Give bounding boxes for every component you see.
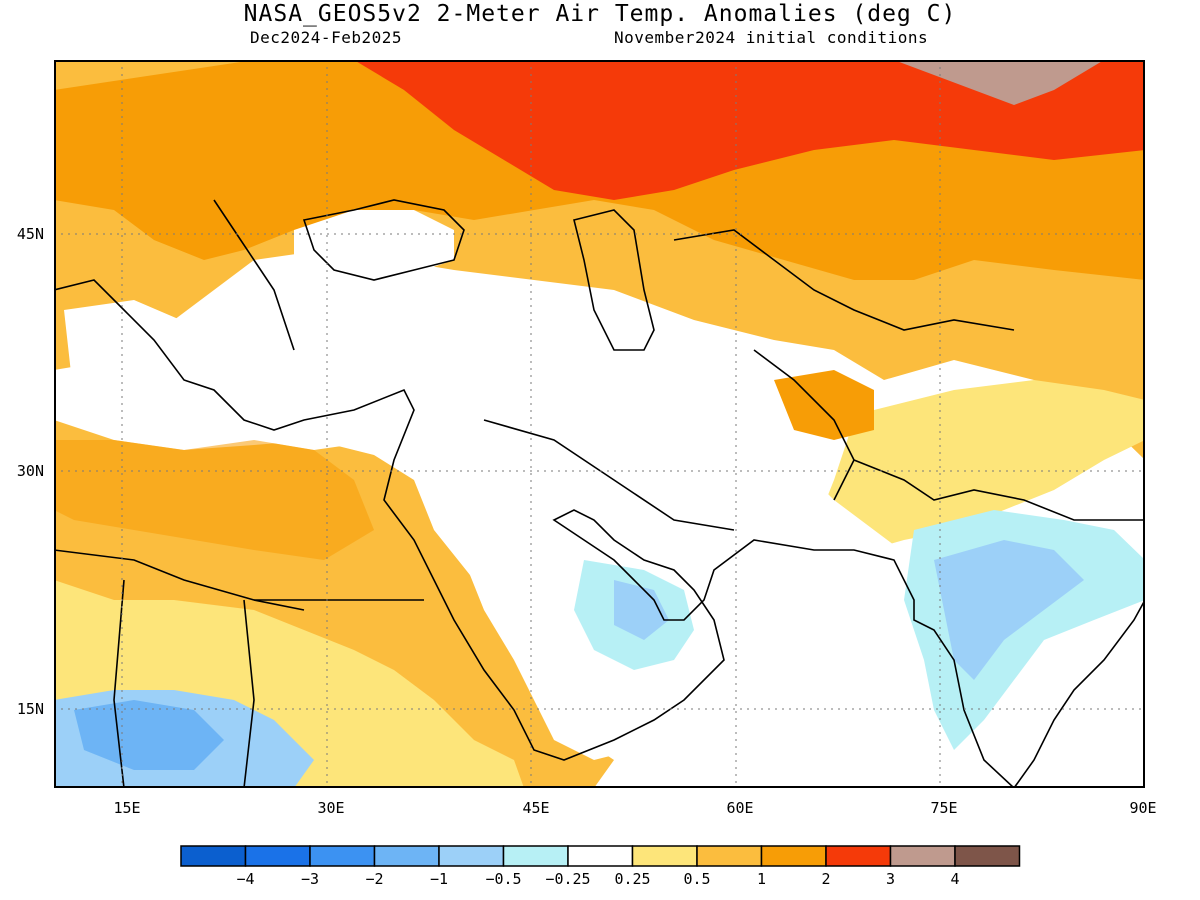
colorbar-tick-label: −0.5 xyxy=(485,870,522,888)
colorbar-swatch xyxy=(309,845,376,867)
colorbar-tick-label: −1 xyxy=(429,870,449,888)
lon-label-90e: 90E xyxy=(1129,799,1157,817)
colorbar-swatch xyxy=(825,845,892,867)
anomaly-field-2-3 xyxy=(354,60,1145,200)
lat-label-30n: 30N xyxy=(16,462,44,480)
colorbar-swatch xyxy=(502,845,569,867)
coastlines xyxy=(54,199,1145,788)
map-frame xyxy=(54,60,1145,788)
initial-conditions: November2024 initial conditions xyxy=(614,28,929,47)
anomaly-field-3-4 xyxy=(894,60,1104,105)
anomaly-field-neutral-blacksea xyxy=(294,205,454,290)
colorbar-swatch xyxy=(373,845,440,867)
forecast-period: Dec2024-Feb2025 xyxy=(250,28,402,47)
colorbar-swatch xyxy=(889,845,956,867)
gridlines xyxy=(54,60,1145,788)
lon-label-45e: 45E xyxy=(522,799,550,817)
colorbar-swatch xyxy=(438,845,505,867)
colorbar-tick-label: −2 xyxy=(365,870,384,888)
colorbar-tick-label: 0.25 xyxy=(614,870,651,888)
lon-label-30e: 30E xyxy=(317,799,345,817)
anomaly-map xyxy=(54,60,1145,788)
colorbar xyxy=(180,845,1021,867)
anomaly-field-cool-sahel-core xyxy=(74,700,224,770)
colorbar-tick-label: −4 xyxy=(236,870,255,888)
lon-label-60e: 60E xyxy=(726,799,754,817)
colorbar-swatch xyxy=(954,845,1021,867)
lon-label-75e: 75E xyxy=(930,799,958,817)
colorbar-tick-label: 4 xyxy=(950,870,960,888)
colorbar-swatch xyxy=(696,845,763,867)
lat-label-45n: 45N xyxy=(16,225,44,243)
colorbar-swatch xyxy=(244,845,311,867)
anomaly-field-warm-afghan xyxy=(774,370,874,440)
lon-label-15e: 15E xyxy=(113,799,141,817)
anomaly-field-cool-oman-core xyxy=(614,580,669,640)
colorbar-swatch xyxy=(760,845,827,867)
lat-label-15n: 15N xyxy=(16,700,44,718)
colorbar-tick-label: 0.5 xyxy=(683,870,711,888)
colorbar-swatch xyxy=(180,845,247,867)
anomaly-field-cool-india-core xyxy=(934,540,1084,680)
chart-title: NASA_GEOS5v2 2-Meter Air Temp. Anomalies… xyxy=(243,1,957,27)
colorbar-tick-label: 1 xyxy=(756,870,767,888)
colorbar-tick-label: −3 xyxy=(300,870,320,888)
colorbar-swatch xyxy=(567,845,634,867)
anomaly-field-warm-africa xyxy=(54,440,374,560)
colorbar-tick-label: −0.25 xyxy=(545,870,591,888)
colorbar-swatch xyxy=(631,845,698,867)
colorbar-tick-label: 2 xyxy=(821,870,831,888)
anomaly-field-0.25-0.5-east xyxy=(804,380,1145,560)
colorbar-tick-label: 3 xyxy=(885,870,896,888)
